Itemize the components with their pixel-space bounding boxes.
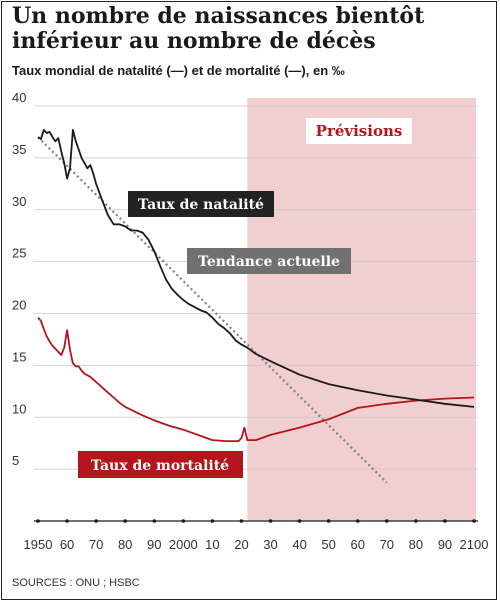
birth-label: Taux de natalité xyxy=(138,197,264,213)
sources-note: SOURCES : ONU ; HSBC xyxy=(12,577,140,589)
trend-line xyxy=(37,136,388,484)
trend-label: Tendance actuelle xyxy=(198,254,340,270)
x-tick-label: 2100 xyxy=(460,537,489,552)
grid-lines xyxy=(34,105,478,470)
x-tick-mark xyxy=(123,519,127,523)
death-rate-line xyxy=(37,316,475,443)
x-tick-label: 80 xyxy=(409,537,423,552)
x-tick-mark xyxy=(385,519,389,523)
death-label: Taux de mortalité xyxy=(91,458,229,474)
x-tick-mark xyxy=(152,519,157,523)
x-tick-mark xyxy=(297,519,302,523)
y-tick-label: 30 xyxy=(12,194,26,209)
y-tick-label: 35 xyxy=(12,142,26,157)
x-tick-label: 90 xyxy=(147,537,161,552)
x-tick-label: 20 xyxy=(234,537,248,552)
y-axis-ticks: 5 10 15 20 25 30 35 40 xyxy=(12,90,26,468)
forecast-region xyxy=(247,98,476,521)
forecast-label: Prévisions xyxy=(316,122,403,140)
x-tick-mark xyxy=(326,519,331,523)
x-tick-mark xyxy=(414,519,418,523)
x-tick-label: 80 xyxy=(118,537,132,552)
x-tick-label: 70 xyxy=(89,537,103,552)
chart-title: Un nombre de naissances bientôt inférieu… xyxy=(12,3,425,54)
x-tick-label: 10 xyxy=(205,537,219,552)
x-tick-mark xyxy=(181,519,186,523)
death-label-box: Taux de mortalité xyxy=(78,451,243,478)
forecast-label-box: Prévisions xyxy=(306,118,412,144)
x-tick-label: 30 xyxy=(263,537,277,552)
x-tick-label: 50 xyxy=(321,537,335,552)
x-tick-mark xyxy=(472,519,476,523)
y-tick-label: 5 xyxy=(12,453,19,468)
chart-subtitle: Taux mondial de natalité (—) et de morta… xyxy=(12,63,345,78)
x-tick-label: 2000 xyxy=(169,537,198,552)
x-tick-label: 1950 xyxy=(24,537,53,552)
birth-rate-line xyxy=(37,128,475,408)
y-tick-label: 25 xyxy=(12,246,26,261)
x-tick-mark xyxy=(210,519,215,523)
x-tick-mark xyxy=(36,519,40,523)
x-tick-mark xyxy=(65,519,69,523)
y-tick-label: 10 xyxy=(12,401,26,416)
x-tick-mark xyxy=(355,519,360,523)
birth-label-box: Taux de natalité xyxy=(128,191,274,217)
y-tick-label: 20 xyxy=(12,298,26,313)
x-tick-mark xyxy=(443,519,447,523)
y-tick-label: 40 xyxy=(12,90,26,105)
x-tick-mark xyxy=(94,519,98,523)
y-tick-label: 15 xyxy=(12,349,26,364)
x-tick-label: 70 xyxy=(380,537,394,552)
x-axis-ticks: 1950 60 70 80 90 2000 10 20 30 40 50 60 70 80 90 2100 xyxy=(24,519,489,552)
x-tick-mark xyxy=(268,519,273,523)
x-tick-label: 60 xyxy=(60,537,74,552)
x-tick-label: 40 xyxy=(292,537,306,552)
trend-label-box: Tendance actuelle xyxy=(187,248,351,274)
x-tick-mark xyxy=(239,519,244,523)
x-tick-label: 90 xyxy=(438,537,452,552)
x-tick-label: 60 xyxy=(350,537,364,552)
